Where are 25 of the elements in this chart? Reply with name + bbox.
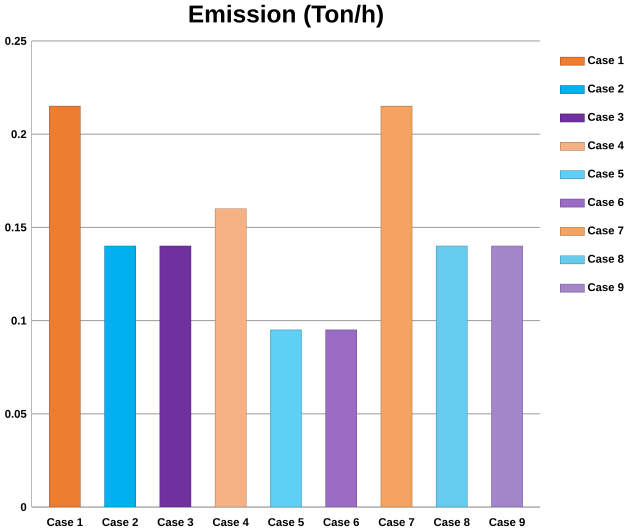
y-tick-label: 0.1 — [11, 316, 26, 325]
legend-label: Case 3 — [588, 113, 624, 122]
x-tick-label: Case 1 — [47, 518, 83, 526]
x-tick-label: Case 8 — [434, 518, 470, 526]
chart-title: Emission (Ton/h) — [190, 4, 383, 28]
legend-label: Case 1 — [588, 56, 624, 64]
y-tick-label: 0.15 — [5, 223, 26, 232]
legend-label: Case 5 — [588, 170, 624, 178]
y-tick-label: 0.25 — [5, 37, 26, 46]
x-tick-label: Case 9 — [489, 518, 525, 526]
y-tick-label: 0 — [20, 503, 26, 512]
legend-label: Case 8 — [588, 254, 624, 263]
legend-label: Case 9 — [588, 283, 624, 292]
y-tick-label: 0.2 — [11, 130, 26, 138]
y-tick-label: 0.05 — [5, 410, 26, 418]
legend-label: Case 6 — [588, 198, 624, 206]
legend-label: Case 4 — [588, 141, 624, 150]
x-tick-label: Case 4 — [212, 518, 249, 526]
legend-label: Case 2 — [588, 84, 624, 93]
legend-label: Case 7 — [588, 226, 624, 235]
x-tick-label: Case 2 — [102, 518, 138, 526]
x-tick-label: Case 6 — [323, 518, 360, 526]
x-tick-label: Case 5 — [268, 518, 304, 526]
x-tick-label: Case 3 — [158, 518, 194, 526]
x-tick-label: Case 7 — [378, 518, 414, 526]
